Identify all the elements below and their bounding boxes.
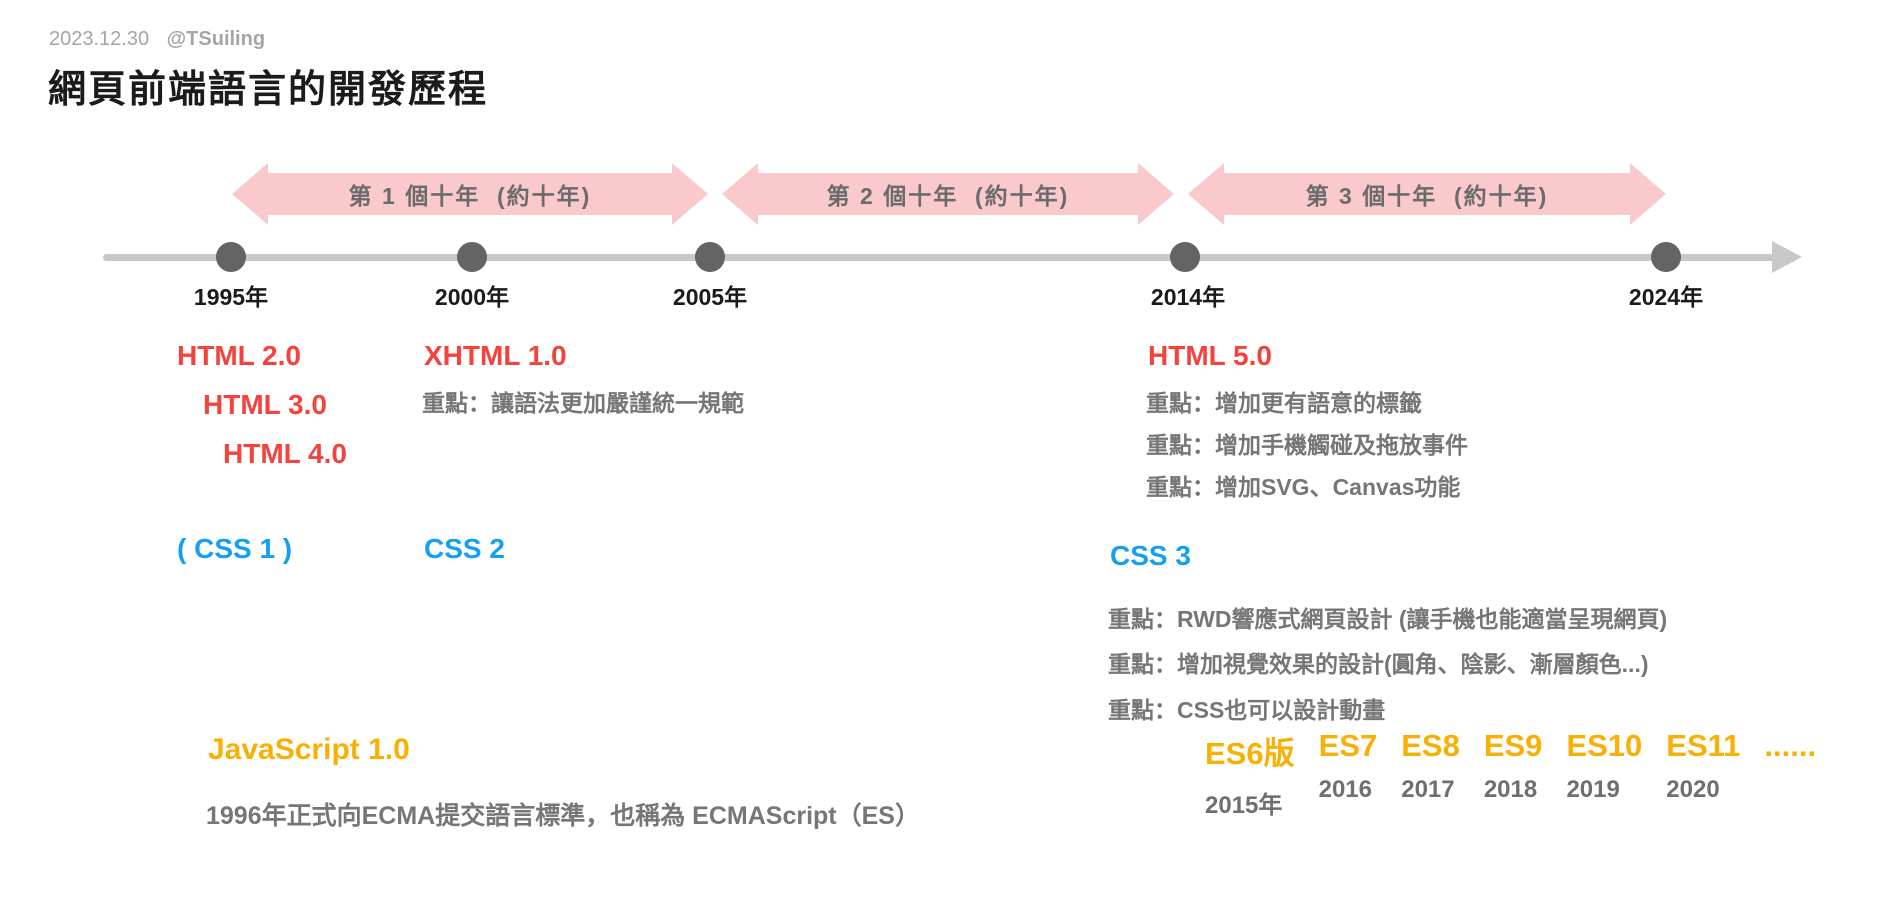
css2-label: CSS 2 xyxy=(424,533,505,564)
page-title: 網頁前端語言的開發歷程 xyxy=(48,69,489,111)
slide-meta: 2023.12.30 @TSuiling xyxy=(49,28,265,51)
es-version-label: ES10 xyxy=(1566,728,1643,763)
html5-note-3: 重點：增加SVG、Canvas功能 xyxy=(1146,474,1461,500)
xhtml-label: XHTML 1.0 xyxy=(424,340,567,371)
es-version-year: 2018 xyxy=(1483,776,1538,803)
html5-note-1: 重點：增加更有語意的標籤 xyxy=(1146,390,1422,416)
author-label: @TSuiling xyxy=(166,28,266,50)
javascript-label: JavaScript 1.0 xyxy=(208,733,410,766)
timeline-axis xyxy=(103,254,1775,261)
es-version-year: 2016 xyxy=(1318,776,1372,803)
es-version-label: ES7 xyxy=(1318,728,1378,763)
es-column: ...... xyxy=(1764,728,1816,820)
es-version-label: ES8 xyxy=(1401,728,1460,763)
arrow-left-head-icon xyxy=(722,163,758,225)
es-version-year: 2017 xyxy=(1401,776,1455,803)
html5-label: HTML 5.0 xyxy=(1148,340,1272,371)
timeline-dot-2005 xyxy=(695,242,725,272)
es-version-year: 2015年 xyxy=(1205,792,1283,819)
es-version-label: ES6版 xyxy=(1205,736,1295,771)
decade-arrow-3: 第 3 個十年 (約十年) xyxy=(1188,163,1666,225)
es-column: ES7 2016 xyxy=(1319,728,1378,820)
decade-1-label: 第 1 個十年 (約十年) xyxy=(348,183,592,209)
xhtml-note: 重點：讓語法更加嚴謹統一規範 xyxy=(422,390,744,416)
decade-arrow-body: 第 2 個十年 (約十年) xyxy=(758,173,1138,215)
html4-label: HTML 4.0 xyxy=(223,438,347,469)
arrow-left-head-icon xyxy=(232,163,268,225)
es-version-label: ...... xyxy=(1764,728,1817,763)
date-label: 2023.12.30 xyxy=(49,28,150,50)
css1-label: ( CSS 1 ) xyxy=(177,533,293,564)
javascript-note: 1996年正式向ECMA提交語言標準，也稱為 ECMAScript（ES） xyxy=(206,802,920,830)
decade-2-label: 第 2 個十年 (約十年) xyxy=(826,183,1070,209)
es-column: ES11 2020 xyxy=(1666,728,1740,820)
css3-note-2: 重點：增加視覺效果的設計(圓角、陰影、漸層顏色...) xyxy=(1108,651,1649,677)
es-version-label: ES11 xyxy=(1666,728,1741,763)
html5-note-2: 重點：增加手機觸碰及拖放事件 xyxy=(1146,432,1468,458)
html3-label: HTML 3.0 xyxy=(203,389,327,420)
timeline-year-2024: 2024年 xyxy=(1628,284,1704,310)
es-column: ES9 2018 xyxy=(1484,728,1543,820)
es-column: ES10 2019 xyxy=(1566,728,1642,820)
arrow-left-head-icon xyxy=(1188,163,1224,225)
arrow-right-head-icon xyxy=(1630,163,1666,225)
timeline-year-2005: 2005年 xyxy=(672,284,748,310)
css3-note-1: 重點：RWD響應式網頁設計 (讓手機也能適當呈現網頁) xyxy=(1108,606,1668,632)
timeline-year-1995: 1995年 xyxy=(193,284,269,310)
arrow-right-head-icon xyxy=(672,163,708,225)
es-column: ES6版 2015年 xyxy=(1205,728,1295,820)
arrow-right-head-icon xyxy=(1138,163,1174,225)
timeline-arrowhead-icon xyxy=(1772,241,1802,273)
decade-arrow-1: 第 1 個十年 (約十年) xyxy=(232,163,708,225)
decade-arrow-body: 第 1 個十年 (約十年) xyxy=(268,173,672,215)
es-versions-row: ES6版 2015年 ES7 2016 ES8 2017 ES9 2018 ES… xyxy=(1205,728,1816,820)
timeline-dot-2000 xyxy=(457,242,487,272)
es-version-year: 2019 xyxy=(1566,776,1620,803)
es-column: ES8 2017 xyxy=(1401,728,1460,820)
css3-note-3: 重點：CSS也可以設計動畫 xyxy=(1108,697,1386,723)
html2-label: HTML 2.0 xyxy=(177,340,301,371)
timeline-dot-2014 xyxy=(1170,242,1200,272)
decade-arrow-body: 第 3 個十年 (約十年) xyxy=(1224,173,1630,215)
decade-arrow-2: 第 2 個十年 (約十年) xyxy=(722,163,1174,225)
timeline-year-2014: 2014年 xyxy=(1150,284,1226,310)
css3-label: CSS 3 xyxy=(1110,540,1191,571)
es-version-label: ES9 xyxy=(1483,728,1543,763)
timeline-dot-2024 xyxy=(1651,242,1681,272)
decade-3-label: 第 3 個十年 (約十年) xyxy=(1305,183,1549,209)
timeline-year-2000: 2000年 xyxy=(434,284,510,310)
timeline-dot-1995 xyxy=(216,242,246,272)
es-version-year: 2020 xyxy=(1666,776,1720,803)
